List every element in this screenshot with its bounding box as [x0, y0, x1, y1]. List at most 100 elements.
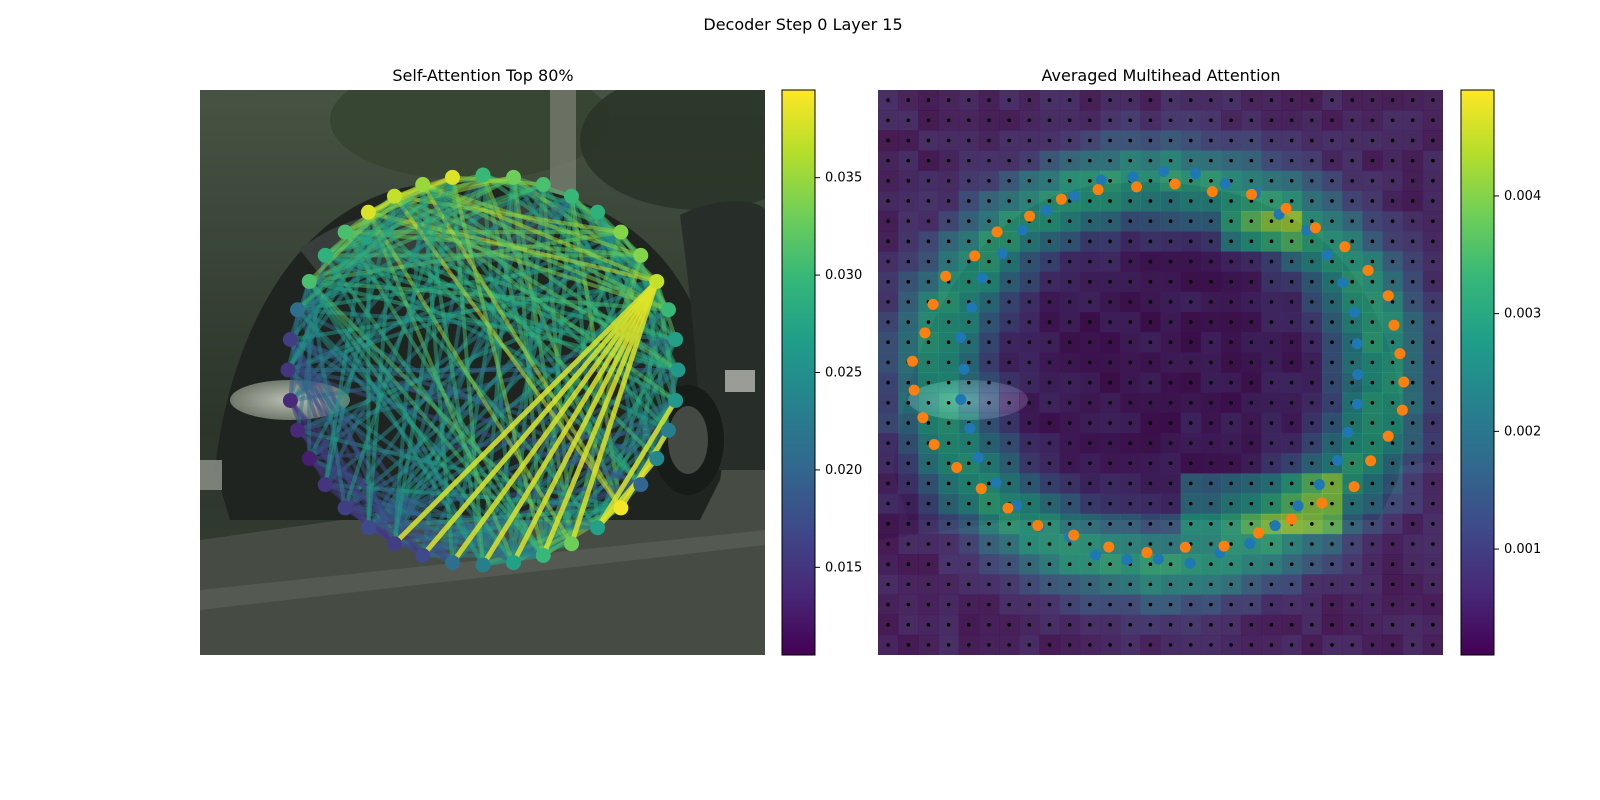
grid-dot — [1390, 602, 1395, 607]
grid-dot — [1310, 501, 1314, 506]
grid-dot — [1047, 219, 1052, 223]
grid-dot — [987, 219, 991, 223]
grid-dot — [1310, 98, 1314, 102]
contour-point-blue — [976, 272, 988, 284]
contour-point-blue — [996, 248, 1008, 260]
grid-dot — [1188, 461, 1193, 466]
grid-dot — [1027, 320, 1032, 324]
grid-dot — [1067, 501, 1072, 506]
grid-dot — [1350, 522, 1354, 526]
attention-node — [535, 177, 551, 193]
grid-dot — [1249, 239, 1254, 244]
grid-dot — [1249, 259, 1254, 264]
attention-edge — [343, 176, 455, 509]
grid-dot — [1007, 602, 1011, 607]
contour-point-blue — [1352, 369, 1364, 381]
grid-dot — [1007, 643, 1011, 647]
grid-dot — [1249, 522, 1254, 526]
contour-point-orange — [1339, 241, 1351, 253]
grid-dot — [926, 643, 931, 647]
grid-dot — [1229, 340, 1233, 345]
grid-dot — [1431, 239, 1435, 244]
grid-dot — [1431, 562, 1435, 566]
contour-point-blue — [1095, 174, 1107, 186]
grid-dot — [1188, 481, 1193, 486]
grid-dot — [1067, 340, 1072, 345]
grid-dot — [1148, 259, 1153, 264]
grid-dot — [1209, 481, 1213, 486]
grid-dot — [1168, 259, 1173, 264]
grid-dot — [946, 643, 951, 647]
grid-dot — [1390, 542, 1395, 546]
grid-dot — [1410, 138, 1415, 143]
grid-dot — [946, 98, 951, 102]
grid-dot — [1209, 219, 1213, 223]
grid-dot — [1431, 602, 1435, 607]
grid-dot — [1067, 179, 1072, 183]
grid-dot — [1330, 118, 1334, 123]
grid-dot — [1027, 622, 1032, 627]
grid-dot — [1128, 501, 1133, 506]
grid-dot — [1370, 259, 1375, 264]
grid-dot — [1310, 279, 1314, 284]
grid-dot — [1067, 158, 1072, 163]
grid-dot — [1370, 501, 1375, 506]
contour-point-blue — [1313, 479, 1325, 491]
grid-dot — [886, 279, 890, 284]
grid-dot — [1067, 602, 1072, 607]
grid-dot — [1088, 199, 1092, 203]
grid-dot — [1330, 622, 1334, 627]
attention-node — [613, 500, 629, 516]
contour-point-orange — [919, 327, 931, 339]
grid-dot — [1350, 622, 1354, 627]
grid-dot — [1007, 199, 1011, 203]
grid-dot — [1108, 461, 1112, 466]
contour-point-orange — [1218, 540, 1230, 552]
grid-dot — [1128, 643, 1133, 647]
grid-dot — [1067, 118, 1072, 123]
grid-dot — [1310, 481, 1314, 486]
attention-edge-strong — [480, 280, 659, 567]
grid-dot — [1188, 380, 1193, 385]
grid-dot — [1330, 320, 1334, 324]
grid-dot — [1188, 522, 1193, 526]
grid-dot — [1330, 562, 1334, 566]
grid-dot — [886, 199, 890, 203]
grid-dot — [1350, 259, 1354, 264]
grid-dot — [906, 300, 911, 304]
grid-dot — [1390, 300, 1395, 304]
grid-dot — [1310, 602, 1314, 607]
grid-dot — [1168, 199, 1173, 203]
contour-point-blue — [1351, 398, 1363, 410]
grid-dot — [1148, 179, 1153, 183]
colorbar-tick-label: 0.015 — [825, 560, 862, 575]
attention-node — [590, 520, 606, 536]
contour-point-blue — [990, 477, 1002, 489]
contour-point-orange — [1362, 264, 1374, 276]
grid-dot — [1047, 582, 1052, 587]
grid-dot — [967, 522, 971, 526]
grid-dot — [886, 501, 890, 506]
grid-dot — [1310, 542, 1314, 546]
grid-dot — [1249, 421, 1254, 425]
grid-dot — [946, 501, 951, 506]
attention-node — [668, 331, 684, 347]
grid-dot — [1209, 138, 1213, 143]
grid-dot — [1128, 340, 1133, 345]
attention-node — [290, 422, 306, 438]
grid-dot — [1269, 279, 1274, 284]
grid-dot — [1088, 179, 1092, 183]
grid-dot — [1108, 421, 1112, 425]
contour-point-blue — [1121, 553, 1133, 565]
grid-dot — [1249, 219, 1254, 223]
grid-dot — [1027, 300, 1032, 304]
grid-dot — [1229, 98, 1233, 102]
attention-node — [506, 555, 522, 571]
contour-point-blue — [1331, 454, 1343, 466]
colorbar-tick-label: 0.002 — [1504, 424, 1541, 439]
grid-dot — [1007, 118, 1011, 123]
grid-dot — [1410, 542, 1415, 546]
grid-dot — [1410, 421, 1415, 425]
grid-dot — [1390, 199, 1395, 203]
grid-dot — [1148, 501, 1153, 506]
